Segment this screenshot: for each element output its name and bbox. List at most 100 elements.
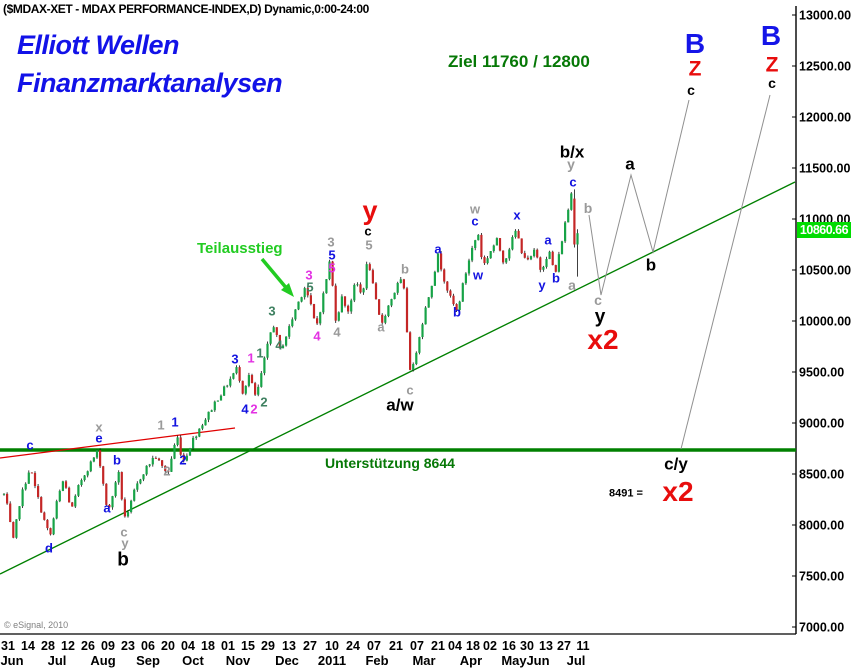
wave-label: b	[583, 200, 593, 216]
copyright-note: © eSignal, 2010	[4, 620, 69, 630]
date-day-label: 06	[141, 639, 155, 653]
wave-label: c	[687, 82, 695, 98]
wave-label: w	[472, 267, 484, 283]
wave-label: B	[760, 20, 782, 51]
wave-label: a	[544, 232, 552, 248]
price-tick-label: 10000.00	[799, 315, 851, 329]
date-month-label: Feb	[365, 653, 388, 668]
price-tick-label: 10500.00	[799, 264, 851, 278]
wave-label: B	[684, 28, 706, 59]
wave-label: y	[538, 277, 546, 293]
wave-label: b	[401, 261, 409, 277]
date-day-label: 04	[448, 639, 462, 653]
partial-exit-arrow	[260, 257, 290, 292]
wave-label: c	[364, 223, 372, 239]
wave-label: x	[95, 419, 103, 435]
price-tick-label: 9000.00	[799, 417, 844, 431]
wave-label: x2	[587, 324, 619, 355]
date-day-label: 30	[520, 639, 534, 653]
price-tick-label: 13000.00	[799, 9, 851, 23]
projection-path-2	[680, 94, 771, 450]
wave-label: y	[362, 195, 378, 226]
date-day-label: 15	[241, 639, 255, 653]
window-title: ($MDAX-XET - MDAX PERFORMANCE-INDEX,D) D…	[3, 2, 369, 16]
wave-label: c	[471, 213, 479, 229]
price-tick-label: 12500.00	[799, 60, 851, 74]
brand-line-1: Elliott Wellen	[17, 30, 180, 60]
date-day-label: 27	[303, 639, 317, 653]
wave-label: b	[113, 452, 121, 468]
wave-label: c	[594, 292, 602, 308]
wave-label: a	[434, 241, 442, 257]
date-month-label: Jun	[0, 653, 23, 668]
wave-label: c	[120, 524, 128, 540]
date-month-label: Aug	[90, 653, 115, 668]
wave-label: c/y	[664, 454, 688, 474]
wave-label: a	[377, 319, 385, 335]
date-day-label: 04	[181, 639, 195, 653]
wave-label: 1	[157, 417, 165, 433]
date-day-label: 23	[121, 639, 135, 653]
wave-label: 5	[365, 237, 373, 253]
wave-label: d	[45, 540, 53, 556]
price-tick-label: 9500.00	[799, 366, 844, 380]
date-day-label: 31	[1, 639, 15, 653]
date-day-label: 26	[81, 639, 95, 653]
date-month-label: 2011	[318, 653, 346, 668]
partial-exit-arrowhead	[281, 283, 294, 297]
date-day-label: 12	[61, 639, 75, 653]
wave-label: a	[568, 277, 576, 293]
date-month-label: Dec	[275, 653, 299, 668]
date-month-label: May	[501, 653, 527, 668]
wave-label: a/w	[386, 395, 414, 415]
date-day-label: 16	[502, 639, 516, 653]
wave-label: 1	[171, 414, 179, 430]
green-trendline	[0, 181, 796, 575]
date-day-label: 14	[21, 639, 35, 653]
price-tick-label: 11500.00	[799, 162, 850, 176]
date-day-label: 29	[261, 639, 275, 653]
wave-label: 4	[313, 328, 321, 344]
wave-label: 3	[305, 267, 313, 283]
date-day-label: 18	[466, 639, 480, 653]
wave-label: b	[117, 549, 129, 571]
date-month-label: Jul	[567, 653, 586, 668]
date-day-label: 21	[389, 639, 403, 653]
date-day-label: 02	[483, 639, 497, 653]
wave-label: Z	[765, 53, 779, 77]
wave-label: Z	[688, 57, 702, 81]
wave-label: c	[406, 382, 414, 398]
wave-label: 4	[241, 401, 249, 417]
wave-label: 1	[256, 345, 264, 361]
date-month-label: Jun	[526, 653, 549, 668]
wave-label: x	[513, 207, 521, 223]
red-trendline	[0, 427, 236, 459]
date-day-label: 13	[282, 639, 296, 653]
wave-label: 2	[179, 452, 187, 468]
wave-label: b	[645, 255, 657, 275]
wave-label: b	[453, 304, 461, 320]
wave-label: 3	[268, 303, 276, 319]
wave-label: x2	[662, 476, 694, 507]
date-day-label: 24	[346, 639, 360, 653]
wave-label: 1	[247, 350, 255, 366]
date-day-label: 07	[410, 639, 424, 653]
wave-label: y	[594, 306, 606, 328]
wave-label: 2	[260, 394, 268, 410]
price-tick-label: 7500.00	[799, 570, 844, 584]
price-tick-label: 7000.00	[799, 621, 844, 635]
wave-label: c	[26, 437, 34, 453]
wave-label: 2	[250, 401, 258, 417]
date-month-label: Apr	[460, 653, 482, 668]
date-day-label: 10	[325, 639, 339, 653]
support-annotation: Unterstützung 8644	[325, 455, 455, 471]
wave-label: e	[95, 430, 103, 446]
last-price-badge: 10860.66	[797, 222, 851, 238]
wave-label: b	[552, 270, 560, 286]
date-day-label: 07	[367, 639, 381, 653]
date-month-label: Oct	[182, 653, 204, 668]
wave-label: a	[625, 154, 635, 174]
wave-label: a	[103, 500, 111, 516]
partial-exit-annotation: Teilausstieg	[197, 240, 283, 257]
